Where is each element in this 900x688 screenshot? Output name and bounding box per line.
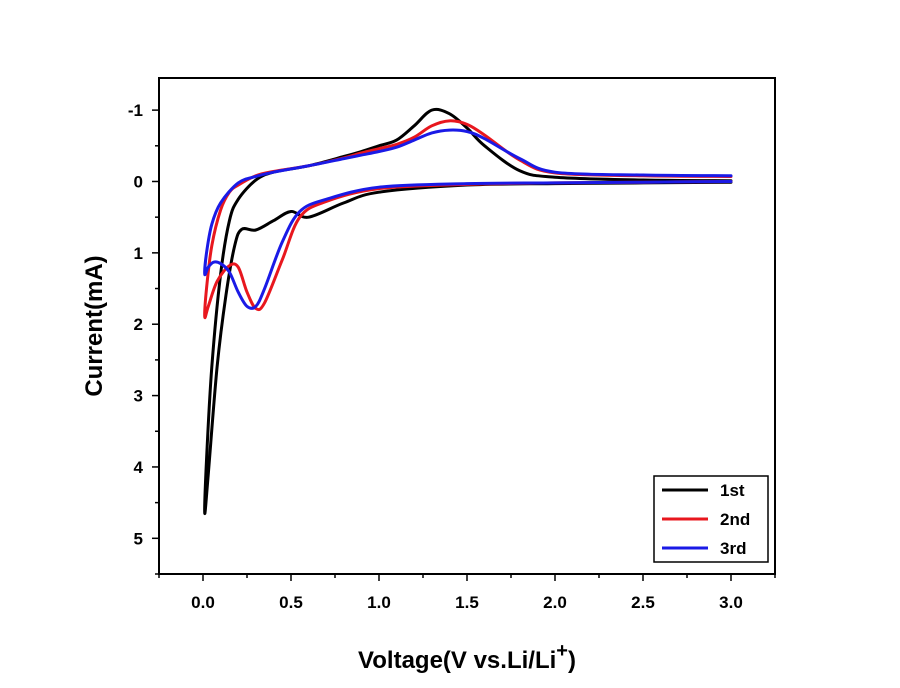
series-line-1st [203, 107, 733, 515]
y-axis-title: Current(mA) [81, 255, 108, 396]
y-tick-label: 4 [134, 458, 144, 477]
x-tick-label: 3.0 [719, 593, 743, 612]
y-tick-label: 2 [134, 315, 143, 334]
x-axis-title-close: ) [568, 647, 576, 674]
x-tick-label: 0.5 [279, 593, 303, 612]
y-tick-label: 1 [134, 244, 143, 263]
legend-label-2nd: 2nd [720, 510, 750, 529]
x-tick-label: 1.0 [367, 593, 391, 612]
x-axis-title-superscript: + [556, 640, 568, 662]
legend-label-1st: 1st [720, 481, 745, 500]
x-tick-label: 0.0 [191, 593, 215, 612]
y-tick-label: 5 [134, 529, 143, 548]
x-tick-label: 1.5 [455, 593, 479, 612]
x-axis-title-main: Voltage(V vs.Li/Li [358, 647, 556, 674]
series-line-2nd [203, 119, 733, 320]
legend-label-3rd: 3rd [720, 539, 746, 558]
series-line-3rd [203, 128, 733, 310]
y-tick-label: -1 [128, 101, 143, 120]
y-tick-label: 0 [134, 172, 143, 191]
y-tick-label: 3 [134, 387, 143, 406]
y-axis-ticks: -1 0 1 2 3 4 5 [128, 101, 159, 575]
data-series [203, 107, 733, 515]
legend: 1st 2nd 3rd [653, 475, 769, 563]
x-axis-title: Voltage(V vs.Li/Li+) [358, 640, 576, 674]
x-tick-label: 2.0 [543, 593, 567, 612]
x-axis-ticks: 0.0 0.5 1.0 1.5 2.0 2.5 3.0 [158, 574, 776, 612]
x-tick-label: 2.5 [631, 593, 655, 612]
